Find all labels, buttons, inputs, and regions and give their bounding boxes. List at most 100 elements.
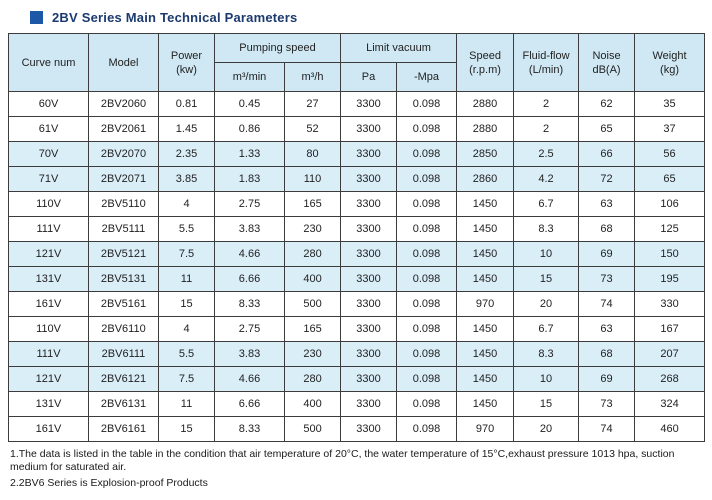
table-cell: 37 xyxy=(634,116,706,142)
table-cell: 0.098 xyxy=(396,341,458,367)
table-cell: 230 xyxy=(283,216,342,242)
table-cell: 2880 xyxy=(456,91,515,117)
table-cell: 2BV2071 xyxy=(88,166,159,192)
table-cell: 11 xyxy=(158,391,215,417)
table-row: 131V 2BV6131 11 6.66 400 3300 0.098 1450 15 73 324 xyxy=(8,391,706,417)
table-cell: 3.83 xyxy=(214,216,285,242)
table-body: 60V 2BV2060 0.81 0.45 27 3300 0.098 2880 2 62 35 61… xyxy=(8,91,706,442)
col-header-noise-line1: Noise xyxy=(592,49,621,62)
table-row: 121V 2BV5121 7.5 4.66 280 3300 0.098 1450 10 69 15… xyxy=(8,241,706,267)
table-cell: 161V xyxy=(8,291,89,317)
table-cell: 69 xyxy=(578,366,636,392)
table-cell: 2.5 xyxy=(513,141,580,167)
col-header-pumping-speed: Pumping speed xyxy=(213,33,342,63)
col-header-power: Power (kw) xyxy=(158,33,215,92)
table-cell: 2.75 xyxy=(214,191,285,217)
table-cell: 1450 xyxy=(456,216,515,242)
table-cell: 15 xyxy=(158,291,215,317)
table-cell: 73 xyxy=(578,391,636,417)
table-cell: 2BV5161 xyxy=(88,291,159,317)
table-cell: 2BV6121 xyxy=(88,366,159,392)
table-cell: 1450 xyxy=(456,391,515,417)
table-cell: 80 xyxy=(283,141,342,167)
table-cell: 3300 xyxy=(340,391,398,417)
table-cell: 68 xyxy=(578,341,636,367)
table-cell: 0.098 xyxy=(396,91,458,117)
table-cell: 330 xyxy=(634,291,706,317)
table-cell: 71V xyxy=(8,166,89,192)
table-cell: 2BV5111 xyxy=(88,216,159,242)
table-cell: 52 xyxy=(283,116,342,142)
table-cell: 15 xyxy=(158,416,215,442)
table-row: 61V 2BV2061 1.45 0.86 52 3300 0.098 2880 2 65 37 xyxy=(8,116,706,142)
table-cell: 0.098 xyxy=(396,166,458,192)
table-cell: 35 xyxy=(634,91,706,117)
table-cell: 110 xyxy=(283,166,342,192)
table-cell: 0.098 xyxy=(396,416,458,442)
table-cell: 970 xyxy=(456,416,515,442)
table-cell: 1450 xyxy=(456,316,515,342)
table-cell: 3300 xyxy=(340,216,398,242)
table-cell: 131V xyxy=(8,391,89,417)
table-cell: 8.3 xyxy=(513,341,580,367)
table-cell: 66 xyxy=(578,141,636,167)
table-cell: 110V xyxy=(8,191,89,217)
table-cell: 280 xyxy=(283,241,342,267)
table-cell: 4 xyxy=(158,191,215,217)
table-cell: 3300 xyxy=(340,241,398,267)
table-cell: 1450 xyxy=(456,266,515,292)
table-cell: 161V xyxy=(8,416,89,442)
table-row: 110V 2BV6110 4 2.75 165 3300 0.098 1450 6.7 63 167 xyxy=(8,316,706,342)
table-cell: 2BV6111 xyxy=(88,341,159,367)
table-cell: 15 xyxy=(513,391,580,417)
table-cell: 73 xyxy=(578,266,636,292)
table-cell: 65 xyxy=(634,166,706,192)
table-cell: 111V xyxy=(8,216,89,242)
table-cell: 6.7 xyxy=(513,316,580,342)
table-cell: 460 xyxy=(634,416,706,442)
table-row: 70V 2BV2070 2.35 1.33 80 3300 0.098 2850 2.5 66 56 xyxy=(8,141,706,167)
table-cell: 3300 xyxy=(340,91,398,117)
table-cell: 2880 xyxy=(456,116,515,142)
col-header-fluid-flow-line1: Fluid-flow xyxy=(522,49,570,62)
table-cell: 2.35 xyxy=(158,141,215,167)
table-cell: 2860 xyxy=(456,166,515,192)
table-cell: 195 xyxy=(634,266,706,292)
table-cell: 2BV2070 xyxy=(88,141,159,167)
table-cell: 3300 xyxy=(340,116,398,142)
col-header-speed-line2: (r.p.m) xyxy=(469,63,501,76)
table-cell: 20 xyxy=(513,416,580,442)
table-cell: 110V xyxy=(8,316,89,342)
parameters-table: Curve num Model Power (kw) Pumping speed… xyxy=(8,33,706,442)
table-cell: 111V xyxy=(8,341,89,367)
table-cell: 2BV6161 xyxy=(88,416,159,442)
table-cell: 74 xyxy=(578,416,636,442)
table-cell: 8.33 xyxy=(214,291,285,317)
table-cell: 0.45 xyxy=(214,91,285,117)
table-cell: 121V xyxy=(8,366,89,392)
table-cell: 268 xyxy=(634,366,706,392)
table-cell: 1.83 xyxy=(214,166,285,192)
table-cell: 8.3 xyxy=(513,216,580,242)
title-bullet-icon xyxy=(30,11,43,24)
col-header-curve-num: Curve num xyxy=(8,33,89,92)
table-cell: 3300 xyxy=(340,341,398,367)
page-title: 2BV Series Main Technical Parameters xyxy=(52,10,298,25)
table-cell: 27 xyxy=(283,91,342,117)
table-cell: 324 xyxy=(634,391,706,417)
table-cell: 2 xyxy=(513,116,580,142)
table-cell: 150 xyxy=(634,241,706,267)
table-cell: 131V xyxy=(8,266,89,292)
table-cell: 1450 xyxy=(456,241,515,267)
table-cell: 1450 xyxy=(456,341,515,367)
table-cell: 11 xyxy=(158,266,215,292)
table-cell: 0.098 xyxy=(396,191,458,217)
table-cell: 56 xyxy=(634,141,706,167)
table-cell: 69 xyxy=(578,241,636,267)
table-cell: 3300 xyxy=(340,141,398,167)
table-cell: 500 xyxy=(283,291,342,317)
col-header-noise: Noise dB(A) xyxy=(578,33,636,92)
table-cell: 121V xyxy=(8,241,89,267)
table-cell: 62 xyxy=(578,91,636,117)
